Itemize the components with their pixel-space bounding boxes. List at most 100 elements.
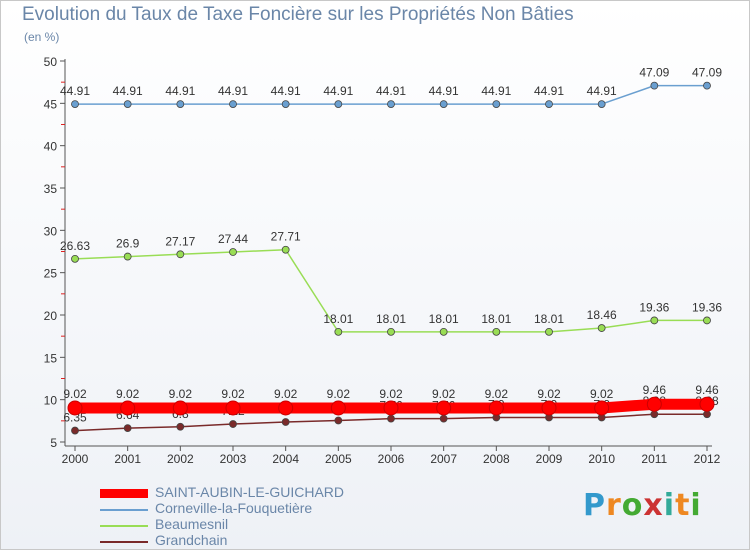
data-label: 18.46 [587,308,617,322]
data-label: 44.91 [429,84,459,98]
data-label: 9.02 [537,387,561,401]
x-tick-label: 2000 [62,452,89,466]
data-point [387,414,395,423]
data-point [71,426,79,435]
data-label: 27.44 [218,232,248,246]
y-tick-label: 50 [44,55,58,69]
data-label: 44.91 [218,84,248,98]
data-point [281,100,290,108]
legend-label: Corneville-la-Fouquetière [155,500,313,516]
x-tick-label: 2004 [272,452,299,466]
data-label: 19.36 [692,300,722,314]
data-point [330,400,346,416]
data-label: 9.02 [485,387,509,401]
proxiti-logo: Proxiti [583,488,702,523]
y-tick-label: 40 [44,140,58,154]
x-tick-label: 2001 [114,452,141,466]
y-tick-label: 25 [44,267,58,281]
data-label: 44.91 [165,84,195,98]
data-label: 18.01 [429,312,459,326]
data-label: 44.91 [481,84,511,98]
legend-swatch [100,541,148,543]
data-label: 9.02 [274,387,298,401]
data-label: 9.02 [327,387,351,401]
data-label: 18.01 [534,312,564,326]
data-point [597,100,606,108]
chart-title: Evolution du Taux de Taxe Foncière sur l… [22,4,574,25]
data-point [383,400,399,416]
data-label: 44.91 [534,84,564,98]
y-tick-label: 10 [44,394,58,408]
data-point [439,327,448,336]
x-tick-label: 2002 [167,452,194,466]
x-tick-label: 2008 [483,452,510,466]
x-tick-label: 2005 [325,452,352,466]
data-point [71,254,79,263]
data-label: 9.02 [169,387,193,401]
data-point [225,400,241,416]
data-label: 18.01 [376,312,406,326]
y-tick-label: 5 [50,436,57,450]
data-point [699,396,715,412]
logo-letter: o [621,488,644,523]
data-point [488,400,504,416]
data-point [67,400,83,416]
chart-subtitle: (en %) [24,30,60,44]
data-label: 44.91 [271,84,301,98]
legend-swatch [100,525,148,527]
data-label: 44.91 [376,84,406,98]
x-tick-label: 2006 [378,452,405,466]
data-point [278,400,294,416]
data-label: 44.91 [60,84,90,98]
data-point [281,245,290,254]
data-point [597,324,606,332]
logo-letter: t [675,488,691,523]
data-label: 9.02 [63,387,87,401]
data-point [545,327,553,336]
data-point [334,327,343,336]
data-label: 6.35 [63,411,87,425]
data-point [646,396,662,412]
legend-label: SAINT-AUBIN-LE-GUICHARD [155,484,345,500]
data-label: 27.71 [271,230,301,244]
data-point [229,100,237,108]
data-label: 44.91 [587,84,617,98]
data-point [334,416,343,425]
data-point [387,327,395,336]
data-point [541,400,557,416]
data-label: 18.01 [323,312,353,326]
x-tick-label: 2011 [641,452,667,466]
logo-letter: P [583,488,606,523]
logo-letter: x [643,488,664,523]
logo-letter: i [690,488,702,523]
data-label: 18.01 [481,312,511,326]
y-tick-label: 35 [44,182,58,196]
legend-swatch [100,489,148,498]
logo-letter: r [606,488,622,523]
data-label: 27.17 [165,234,195,248]
data-label: 9.02 [590,387,614,401]
y-tick-label: 20 [44,309,58,323]
data-point [71,100,79,108]
data-point [172,400,188,416]
data-point [123,252,132,261]
data-point [123,424,132,433]
y-tick-label: 15 [44,351,58,365]
data-point [492,327,501,336]
data-point [176,100,185,108]
data-point [703,81,711,90]
data-point [650,410,659,419]
data-label: 26.63 [60,239,90,253]
x-tick-label: 2007 [430,452,457,466]
legend-label: Grandchain [155,532,228,548]
data-point [545,100,553,108]
data-point [436,400,452,416]
x-tick-label: 2010 [588,452,615,466]
data-point [120,400,136,416]
data-point [123,100,132,108]
data-label: 19.36 [639,300,669,314]
data-label: 9.02 [116,387,140,401]
logo-letter: i [663,488,676,523]
y-tick-label: 45 [44,97,58,111]
y-tick-label: 30 [44,224,58,238]
